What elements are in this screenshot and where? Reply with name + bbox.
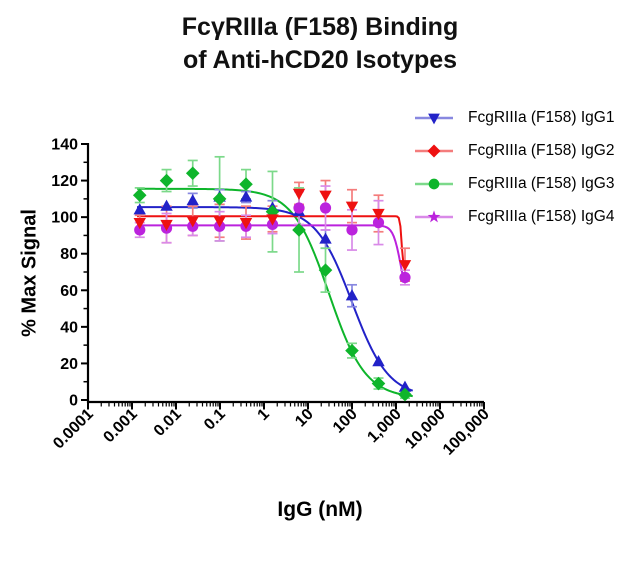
legend-label-igg3: FcgRIIIa (F158) IgG3 bbox=[468, 175, 615, 192]
data-point-marker bbox=[160, 219, 173, 232]
y-tick-label: 40 bbox=[60, 319, 78, 336]
legend-label-igg2: FcgRIIIa (F158) IgG2 bbox=[468, 142, 615, 159]
y-tick-label: 20 bbox=[60, 356, 78, 373]
x-tick-label: 0.001 bbox=[100, 406, 140, 446]
data-point-marker bbox=[319, 232, 332, 244]
y-tick-label: 80 bbox=[60, 246, 78, 263]
data-point-marker bbox=[159, 173, 174, 188]
legend-entry-igg2: FcgRIIIa (F158) IgG2 bbox=[413, 140, 614, 162]
chart-title-line1: FcγRIIIa (F158) Binding bbox=[181, 13, 459, 41]
legend-entry-igg3: FcgRIIIa (F158) IgG3 bbox=[413, 173, 614, 195]
y-tick-label: 0 bbox=[69, 393, 78, 410]
legend-label-igg4: FcgRIIIa (F158) IgG4 bbox=[468, 208, 615, 225]
igg2-diamond-icon bbox=[415, 144, 453, 158]
legend-marker bbox=[415, 113, 453, 125]
data-point-marker bbox=[133, 218, 146, 230]
legend-entry-igg4: FcgRIIIa (F158) IgG4 bbox=[413, 206, 614, 228]
data-point-marker bbox=[398, 387, 412, 402]
x-tick-label: 1,000 bbox=[364, 406, 404, 446]
x-tick-label: 10 bbox=[292, 406, 317, 431]
data-point-marker bbox=[345, 343, 359, 358]
y-tick-label: 140 bbox=[51, 137, 78, 154]
data-point-marker bbox=[160, 199, 173, 211]
data-point-marker bbox=[239, 190, 253, 202]
series-points-3 bbox=[132, 166, 412, 402]
igg4-star-icon bbox=[415, 210, 453, 223]
data-point-marker bbox=[185, 166, 200, 181]
data-point-marker bbox=[292, 223, 306, 237]
x-tick-label: 0.01 bbox=[151, 406, 185, 440]
data-point-marker bbox=[398, 380, 412, 392]
fit-curve bbox=[137, 187, 413, 398]
chart-title: FcγRIIIa (F158) Binding of Anti-hCD20 Is… bbox=[0, 11, 640, 77]
legend-entry-igg1: FcgRIIIa (F158) IgG1 bbox=[413, 107, 614, 129]
y-tick-label: 120 bbox=[51, 173, 78, 190]
data-point-marker bbox=[346, 224, 358, 236]
data-point-marker bbox=[345, 289, 359, 301]
data-point-marker bbox=[372, 217, 385, 229]
legend: FcgRIIIa (F158) IgG1 FcgRIIIa (F158) IgG… bbox=[413, 107, 614, 239]
data-point-marker bbox=[133, 203, 146, 215]
data-point-marker bbox=[239, 177, 253, 192]
y-tick-label: 60 bbox=[60, 283, 78, 300]
data-point-marker bbox=[372, 208, 385, 221]
series-errorbars-3 bbox=[134, 155, 410, 400]
x-tick-label: 100,000 bbox=[440, 406, 493, 459]
series-curve-1 bbox=[137, 206, 414, 392]
data-point-marker bbox=[292, 188, 306, 200]
x-tick-label: 0.1 bbox=[201, 406, 229, 434]
data-point-marker bbox=[428, 178, 440, 190]
legend-marker bbox=[415, 210, 453, 223]
data-point-marker bbox=[319, 202, 332, 214]
data-point-marker bbox=[293, 202, 305, 214]
data-point-marker bbox=[372, 355, 385, 367]
legend-marker bbox=[415, 178, 453, 190]
data-point-marker bbox=[186, 194, 199, 206]
fit-curve bbox=[137, 206, 414, 392]
data-point-marker bbox=[213, 216, 226, 228]
data-point-marker bbox=[427, 210, 441, 223]
data-point-marker bbox=[212, 192, 227, 206]
data-point-marker bbox=[399, 271, 411, 284]
data-point-marker bbox=[266, 214, 279, 226]
data-point-marker bbox=[318, 263, 333, 277]
data-point-marker bbox=[398, 260, 412, 272]
data-point-marker bbox=[319, 190, 332, 202]
data-point-marker bbox=[239, 218, 253, 230]
x-axis-title: IgG (nM) bbox=[277, 498, 363, 521]
data-point-marker bbox=[132, 188, 147, 202]
y-axis-title: % Max Signal bbox=[18, 209, 41, 337]
igg3-circle-icon bbox=[415, 178, 453, 190]
series-curve-3 bbox=[137, 187, 413, 398]
data-point-marker bbox=[371, 376, 386, 391]
legend-marker bbox=[415, 144, 453, 158]
y-tick-label: 100 bbox=[51, 210, 78, 227]
data-point-marker bbox=[427, 144, 441, 158]
igg1-triangle-down-icon bbox=[415, 113, 453, 125]
legend-label-igg1: FcgRIIIa (F158) IgG1 bbox=[468, 109, 615, 126]
x-tick-label: 100 bbox=[330, 406, 361, 437]
data-point-marker bbox=[345, 201, 359, 213]
data-point-marker bbox=[186, 216, 199, 228]
data-point-marker bbox=[428, 113, 440, 125]
chart-title-line2: of Anti-hCD20 Isotypes bbox=[182, 46, 458, 74]
data-point-marker bbox=[134, 224, 146, 236]
x-tick-label: 0.0001 bbox=[50, 406, 97, 453]
series-points-2 bbox=[133, 188, 412, 272]
